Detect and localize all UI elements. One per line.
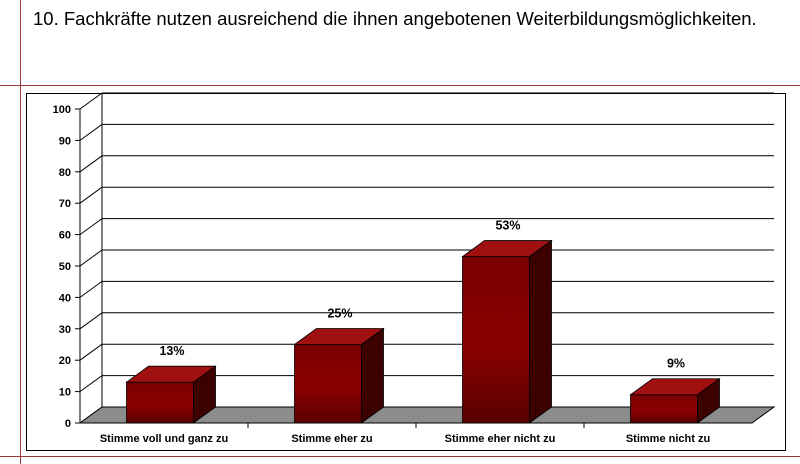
data-label: 13%: [159, 344, 184, 358]
bar-front: [294, 344, 362, 424]
y-tick-label: 10: [59, 387, 71, 399]
gridline-diagonal: [79, 92, 103, 110]
gridline-diagonal: [79, 280, 103, 298]
y-tick-label: 80: [59, 167, 71, 179]
x-category-label: Stimme nicht zu: [626, 433, 710, 445]
gridline-diagonal: [79, 123, 103, 141]
x-category-label: Stimme eher zu: [291, 433, 372, 445]
left-rule: [20, 0, 21, 464]
bar-front: [126, 381, 194, 424]
gridline-diagonal: [79, 155, 103, 173]
y-tick-label: 20: [59, 355, 71, 367]
y-tick-label: 50: [59, 261, 71, 273]
data-label: 25%: [327, 307, 352, 321]
top-rule: [0, 85, 800, 86]
bar-side: [361, 327, 384, 424]
data-label: 9%: [667, 357, 685, 371]
bar: [125, 365, 217, 424]
bar: [629, 377, 721, 424]
bar-side: [529, 239, 552, 424]
y-axis: 0 10 20 30 40 50 60 70 80 90 100: [53, 104, 81, 430]
x-axis: Stimme voll und ganz zu Stimme eher zu Sti…: [80, 422, 752, 445]
bar: [293, 327, 385, 424]
gridline-diagonal: [79, 186, 103, 204]
y-tick-label: 100: [53, 104, 71, 116]
bar: [461, 239, 553, 424]
y-tick-label: 0: [65, 418, 71, 430]
gridlines: [79, 92, 774, 424]
gridline-diagonal: [79, 218, 103, 236]
gridline-diagonal: [79, 375, 103, 393]
gridline-diagonal: [79, 312, 103, 330]
bar-front: [462, 256, 530, 424]
x-category-label: Stimme voll und ganz zu: [100, 433, 228, 445]
data-label: 53%: [495, 219, 520, 233]
bar-side: [193, 365, 216, 424]
bar-side: [697, 377, 720, 424]
slide-title: 10. Fachkräfte nutzen ausreichend die ih…: [33, 8, 757, 29]
gridline-diagonal: [79, 249, 103, 267]
bar-front: [630, 394, 698, 424]
x-category-label: Stimme eher nicht zu: [445, 433, 556, 445]
y-tick-label: 40: [59, 292, 71, 304]
bars: 13% 25% 53% 9%: [125, 219, 721, 424]
y-tick-label: 90: [59, 135, 71, 147]
y-tick-label: 70: [59, 198, 71, 210]
y-tick-label: 60: [59, 230, 71, 242]
y-tick-label: 30: [59, 324, 71, 336]
bottom-rule: [0, 456, 800, 457]
gridline-diagonal: [79, 343, 103, 361]
